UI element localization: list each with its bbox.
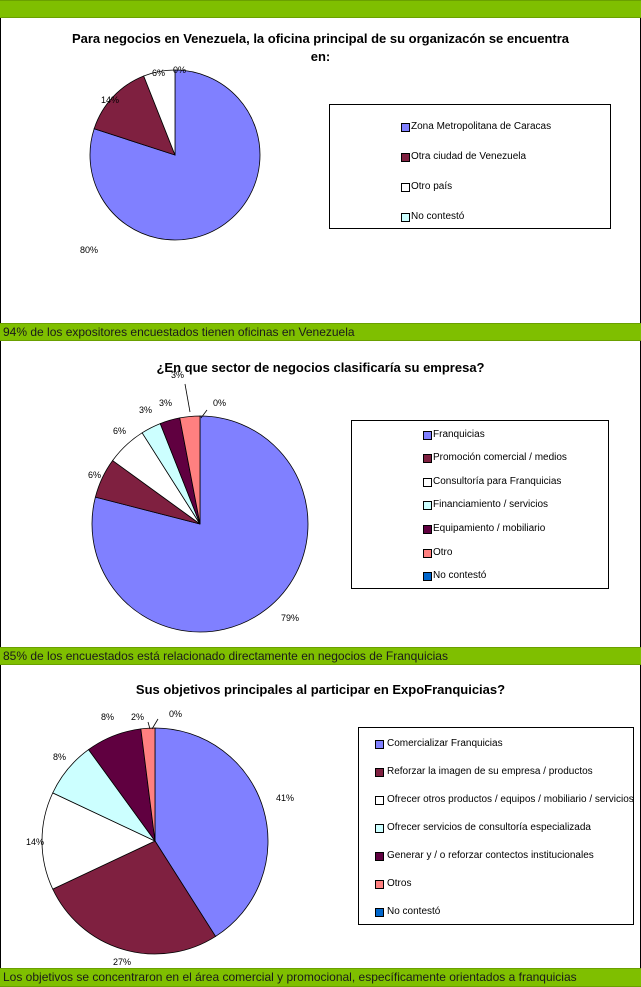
legend-item-2: Promoción comercial / medios	[352, 452, 608, 464]
data-label-1: 80%	[80, 245, 98, 255]
data-label-3: 6%	[152, 68, 165, 78]
pie-slice-2	[93, 75, 176, 156]
legend-label-1: Zona Metropolitana de Caracas	[411, 121, 552, 132]
pie-chart-business-sector: 79% 6% 6% 3% 3% 3% 0%	[88, 370, 309, 633]
chart-title-office-location-line2: en:	[310, 49, 331, 64]
legend-item-7: No contestó	[359, 906, 633, 918]
pie-slice-3	[41, 792, 156, 890]
legend-swatch-6	[375, 880, 384, 889]
legend-label-7: No contestó	[433, 570, 487, 581]
legend-swatch-4	[423, 501, 432, 510]
legend-item-6: Otro	[352, 547, 608, 559]
data-label-3: 6%	[113, 426, 126, 436]
pie-slice-2	[52, 840, 217, 955]
data-label-7: 0%	[169, 709, 182, 719]
leader-line-2	[200, 409, 208, 419]
top-band	[0, 0, 641, 18]
legend-swatch-4	[375, 824, 384, 833]
pie-slice-6	[179, 415, 201, 525]
legend-label-1: Franquicias	[433, 429, 485, 440]
legend-item-1: Franquicias	[352, 429, 608, 441]
chart-title-business-sector: ¿En que sector de negocios clasificaría …	[156, 360, 485, 375]
data-label-2: 6%	[88, 470, 101, 480]
data-label-7: 0%	[213, 398, 226, 408]
chart-title-objectives: Sus objetivos principales al participar …	[135, 682, 506, 697]
summary-band-2: 85% de los encuestados está relacionado …	[0, 647, 641, 665]
summary-band-1: 94% de los expositores encuestados tiene…	[0, 323, 641, 341]
legend-item-7: No contestó	[352, 570, 608, 582]
leader-line-2	[151, 718, 159, 730]
legend-item-5: Generar y / o reforzar contectos institu…	[359, 850, 633, 862]
legend-swatch-1	[401, 123, 410, 132]
leader-line-1	[184, 383, 191, 413]
summary-band-3: Los objetivos se concentraron en el área…	[0, 968, 641, 987]
pie-slice-1	[91, 415, 309, 633]
legend-swatch-2	[423, 454, 432, 463]
data-label-4: 0%	[173, 65, 186, 75]
legend-item-1: Comercializar Franquicias	[359, 738, 633, 750]
legend-item-2: Otra ciudad de Venezuela	[330, 151, 610, 163]
legend-label-2: Reforzar la imagen de su empresa / produ…	[387, 766, 593, 777]
legend-label-6: Otros	[387, 878, 412, 889]
legend-label-3: Consultoría para Franquicias	[433, 476, 562, 487]
legend-swatch-6	[423, 549, 432, 558]
legend-swatch-5	[423, 525, 432, 534]
legend-label-6: Otro	[433, 547, 453, 558]
legend-swatch-3	[375, 796, 384, 805]
legend-swatch-2	[375, 768, 384, 777]
data-label-1: 41%	[276, 793, 294, 803]
pie-slice-3	[143, 69, 176, 156]
data-label-6: 2%	[131, 712, 144, 722]
legend-label-4: No contestó	[411, 211, 465, 222]
legend-label-5: Equipamiento / mobiliario	[433, 523, 546, 534]
legend-swatch-7	[375, 908, 384, 917]
pie-chart-office-location: 80% 14% 6% 0%	[80, 65, 261, 255]
legend-item-4: No contestó	[330, 211, 610, 223]
legend-swatch-1	[423, 431, 432, 440]
chart-title-office-location-line1: Para negocios en Venezuela, la oficina p…	[71, 31, 570, 46]
leader-line-1	[147, 721, 151, 730]
legend-item-4: Financiamiento / servicios	[352, 499, 608, 511]
legend-office-location: Zona Metropolitana de Caracas Otra ciudad…	[329, 104, 611, 229]
legend-label-2: Promoción comercial / medios	[433, 452, 567, 463]
legend-swatch-3	[423, 478, 432, 487]
legend-swatch-1	[375, 740, 384, 749]
pie-chart-objectives: 41% 27% 14% 8% 8% 2% 0%	[26, 709, 294, 967]
legend-item-1: Zona Metropolitana de Caracas	[330, 121, 610, 133]
legend-label-1: Comercializar Franquicias	[387, 738, 503, 749]
legend-label-4: Ofrecer servicios de consultoría especia…	[387, 822, 591, 833]
data-label-2: 14%	[101, 95, 119, 105]
legend-item-3: Otro país	[330, 181, 610, 193]
legend-item-4: Ofrecer servicios de consultoría especia…	[359, 822, 633, 834]
legend-label-7: No contestó	[387, 906, 441, 917]
data-label-4: 8%	[53, 752, 66, 762]
legend-item-3: Ofrecer otros productos / equipos / mobi…	[359, 794, 634, 806]
legend-swatch-2	[401, 153, 410, 162]
legend-item-6: Otros	[359, 878, 633, 890]
legend-item-2: Reforzar la imagen de su empresa / produ…	[359, 766, 633, 778]
data-label-2: 27%	[113, 957, 131, 967]
legend-item-5: Equipamiento / mobiliario	[352, 523, 608, 535]
legend-objectives: Comercializar Franquicias Reforzar la ima…	[358, 727, 634, 925]
legend-swatch-5	[375, 852, 384, 861]
legend-swatch-4	[401, 213, 410, 222]
data-label-5: 8%	[101, 712, 114, 722]
legend-label-2: Otra ciudad de Venezuela	[411, 151, 527, 162]
data-label-1: 79%	[281, 613, 299, 623]
legend-item-3: Consultoría para Franquicias	[352, 476, 608, 488]
data-label-5: 3%	[159, 398, 172, 408]
legend-swatch-7	[423, 572, 432, 581]
pie-slice-1	[154, 727, 269, 937]
legend-label-5: Generar y / o reforzar contectos institu…	[387, 850, 594, 861]
data-label-3: 14%	[26, 837, 44, 847]
legend-swatch-3	[401, 183, 410, 192]
data-label-6: 3%	[171, 370, 184, 380]
legend-label-4: Financiamiento / servicios	[433, 499, 549, 510]
legend-business-sector: Franquicias Promoción comercial / medios C…	[351, 420, 609, 589]
legend-label-3: Otro país	[411, 181, 453, 192]
data-label-4: 3%	[139, 405, 152, 415]
legend-label-3: Ofrecer otros productos / equipos / mobi…	[387, 794, 634, 805]
pie-slice-6	[140, 727, 156, 842]
